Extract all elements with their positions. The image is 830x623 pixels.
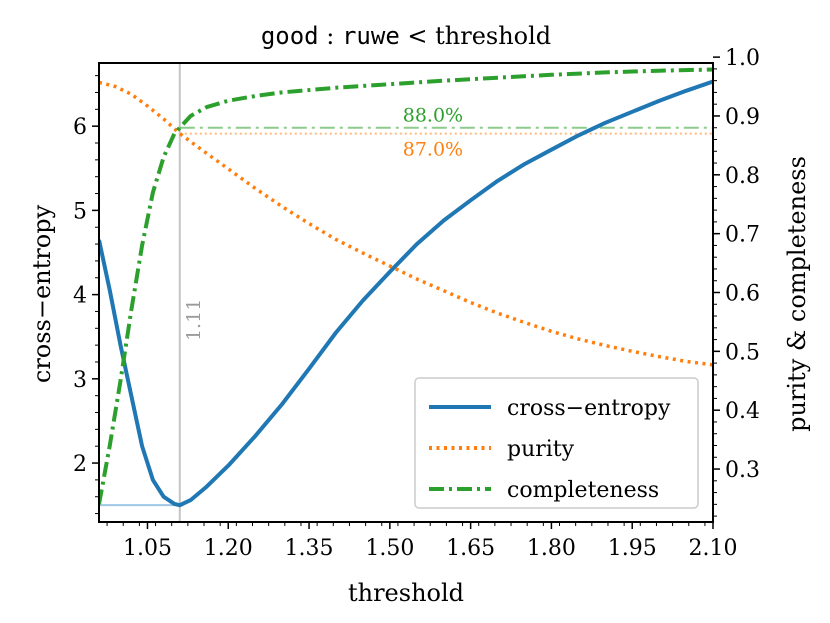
legend-label-completeness: completeness <box>507 478 659 503</box>
series-line-crossentropy <box>99 79 713 508</box>
title-part-colon: : <box>319 22 342 50</box>
x-tick-label: 1.20 <box>204 536 253 561</box>
x-tick-label: 2.10 <box>689 536 738 561</box>
legend-label-crossentropy: cross−entropy <box>507 396 671 421</box>
optimum-label: 1.11 <box>183 299 205 341</box>
purity-value-label: 87.0% <box>403 139 463 161</box>
y-right-tick-label: 1.0 <box>725 46 760 71</box>
legend-label-purity: purity <box>507 437 575 462</box>
y-axis-label-left: cross−entropy <box>28 204 56 383</box>
y-left-tick-label: 5 <box>73 199 87 224</box>
title-part-code: ruwe <box>342 22 400 50</box>
y-right-tick-label: 0.5 <box>725 340 760 365</box>
x-tick-label: 1.80 <box>527 536 576 561</box>
y-right-tick-label: 0.7 <box>725 223 760 248</box>
legend: cross−entropy purity completeness <box>414 377 699 509</box>
series-line-purity <box>99 80 713 367</box>
plot-area: 1.11 88.0% 87.0% <box>98 62 714 523</box>
x-axis-label: threshold <box>348 579 464 607</box>
chart-title: good : ruwe < threshold <box>261 22 551 50</box>
y-right-tick-label: 0.6 <box>725 282 760 307</box>
x-tick-label: 1.05 <box>123 536 172 561</box>
y-right-tick-label: 0.4 <box>725 399 760 424</box>
y-left-tick-label: 3 <box>73 368 87 393</box>
title-part-text: < threshold <box>400 22 551 50</box>
y-left-tick-label: 2 <box>73 452 87 477</box>
title-part-code: good <box>261 22 319 50</box>
series-line-completeness <box>99 67 713 505</box>
y-left-tick-label: 6 <box>73 115 87 140</box>
plot-clip-group <box>99 63 713 522</box>
y-axis-label-right: purity & completeness <box>783 156 811 432</box>
y-right-tick-label: 0.3 <box>725 458 760 483</box>
x-tick-label: 1.95 <box>608 536 657 561</box>
axes-ticks: 1.05 1.20 1.35 1.50 1.65 1.80 1.95 2.10 2 3 4 5 6 0.3… <box>73 46 760 561</box>
y-left-tick-label: 4 <box>73 284 87 309</box>
x-tick-label: 1.65 <box>446 536 495 561</box>
y-right-tick-label: 0.9 <box>725 105 760 130</box>
x-tick-label: 1.35 <box>285 536 334 561</box>
legend-box <box>414 377 699 509</box>
x-tick-label: 1.50 <box>365 536 414 561</box>
y-right-tick-label: 0.8 <box>725 164 760 189</box>
completeness-value-label: 88.0% <box>403 105 463 127</box>
